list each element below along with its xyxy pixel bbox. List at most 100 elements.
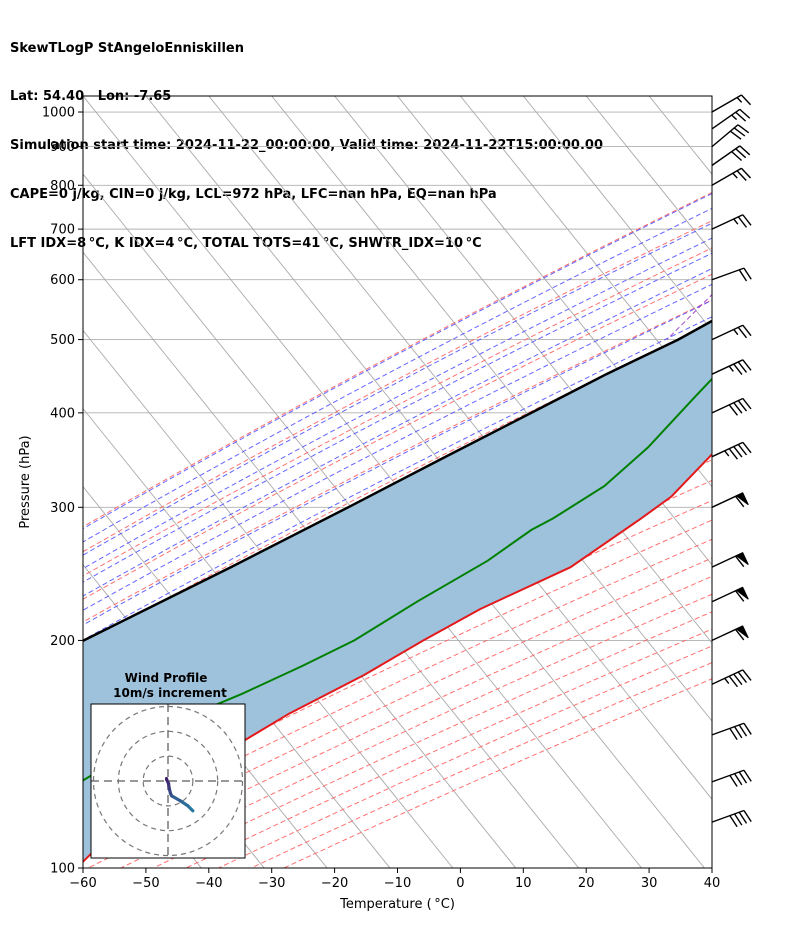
dry-adiabat [83, 538, 712, 838]
wind-barb-shaft [711, 397, 744, 414]
wind-barb [711, 145, 751, 166]
station-location: Lat: 54.40 Lon: -7.65 [10, 89, 172, 105]
y-tick-label: 300 [50, 501, 75, 516]
wind-barb-flag [733, 726, 743, 739]
wind-barb [711, 214, 752, 230]
wind-barb-flag [740, 167, 752, 179]
isotherm-line [522, 96, 712, 332]
x-tick-label: −20 [321, 876, 348, 891]
x-tick-label: −40 [195, 876, 222, 891]
mixing-ratio-line [666, 293, 712, 340]
x-tick-label: 0 [456, 876, 464, 891]
isotherm-line [83, 485, 391, 868]
wind-barb-shaft [711, 324, 744, 341]
wind-barb [711, 722, 752, 740]
wind-barb-shaft [711, 809, 745, 823]
wind-barb-flag [735, 148, 747, 159]
wind-barb-shaft [711, 769, 745, 783]
wind-barb [711, 441, 752, 460]
wind-barb-flag [739, 108, 751, 119]
wind-barb-flag [735, 555, 745, 568]
dry-adiabat [83, 220, 712, 553]
moist-adiabat [83, 268, 712, 597]
wind-barb-flag [733, 446, 743, 458]
wind-barb-flag [737, 671, 748, 683]
wind-barb-flag [737, 124, 750, 134]
wind-barb [711, 397, 752, 416]
dry-adiabat [83, 324, 712, 645]
wind-barb-flag [729, 130, 742, 140]
wind-barb [711, 167, 752, 186]
wind-barb-flag [738, 811, 748, 824]
y-tick-label: 700 [50, 223, 75, 238]
wind-barb-flag [743, 722, 752, 735]
wind-barb-flag [742, 214, 752, 226]
wind-barb-flag [743, 810, 752, 823]
wind-barb-flag [742, 441, 752, 454]
wind-barb-flag [736, 170, 747, 182]
wind-barb [711, 359, 752, 375]
x-tick-label: −10 [384, 876, 411, 891]
parcel-path-line [83, 319, 712, 643]
wind-barb-flag [737, 444, 748, 456]
wind-barb-flag [733, 402, 743, 414]
wind-barb-halfflag [724, 677, 730, 685]
y-tick-label: 400 [50, 406, 75, 421]
wind-barb-flag [729, 727, 738, 740]
wind-barb-shaft [711, 108, 741, 130]
wind-barb-halfflag [733, 329, 739, 336]
wind-barb [711, 124, 750, 148]
wind-barb-halfflag [731, 114, 738, 121]
wind-barb [711, 108, 751, 130]
wind-barb [711, 492, 749, 508]
hodograph-subtitle: 10m/s increment [113, 686, 227, 700]
y-tick-label: 500 [50, 333, 75, 348]
y-tick-label: 200 [50, 634, 75, 649]
wind-barb-flag [742, 359, 752, 371]
wind-barb-halfflag [733, 218, 739, 225]
wind-barb [711, 625, 749, 642]
y-tick-label: 100 [50, 862, 75, 877]
wind-barb-flag [737, 400, 748, 412]
wind-barb-flag [733, 363, 743, 375]
wind-barb-flag [739, 145, 751, 156]
hodograph-trace [170, 794, 183, 803]
isotherm-line [83, 96, 705, 868]
wind-barb [711, 267, 752, 282]
wind-barb-flag [731, 151, 743, 162]
wind-barb-flag [728, 448, 738, 460]
wind-barb-flag [735, 629, 745, 641]
moist-adiabat [83, 252, 712, 583]
dry-adiabat [83, 191, 712, 528]
dry-adiabat [83, 519, 712, 821]
wind-barb-flag [737, 216, 748, 228]
wind-barb-flag [742, 324, 752, 337]
wind-barb-shaft [711, 124, 739, 148]
wind-barb [711, 809, 752, 828]
moist-adiabat [83, 316, 712, 641]
wind-barb-flag [738, 724, 748, 737]
station-name: SkewTLogP StAngeloEnniskillen [10, 40, 244, 56]
wind-barb-flag [728, 675, 738, 688]
wind-barb-halfflag [732, 172, 738, 179]
wind-barb-pennant [735, 586, 749, 600]
wind-barb-halfflag [736, 97, 743, 103]
wind-barb-flag [738, 771, 748, 784]
wind-barb-shaft [711, 214, 744, 230]
isotherm-line [711, 96, 712, 97]
wind-barb-shaft [711, 722, 745, 736]
wind-barb-flag [743, 267, 752, 280]
hodograph-title: Wind Profile [125, 671, 208, 685]
isotherm-line [397, 96, 712, 488]
wind-barb [711, 586, 749, 603]
isotherm-line [83, 407, 454, 868]
wind-barb-flag [742, 398, 752, 410]
wind-barb-flag [733, 773, 743, 786]
wind-barb-shaft [711, 145, 741, 166]
wind-barb-pennant [735, 552, 749, 566]
wind-barb [711, 324, 752, 341]
y-tick-label: 800 [50, 179, 75, 194]
wind-barb-flag [729, 815, 738, 828]
wind-barb [711, 94, 752, 113]
hodograph-frame [90, 703, 246, 859]
